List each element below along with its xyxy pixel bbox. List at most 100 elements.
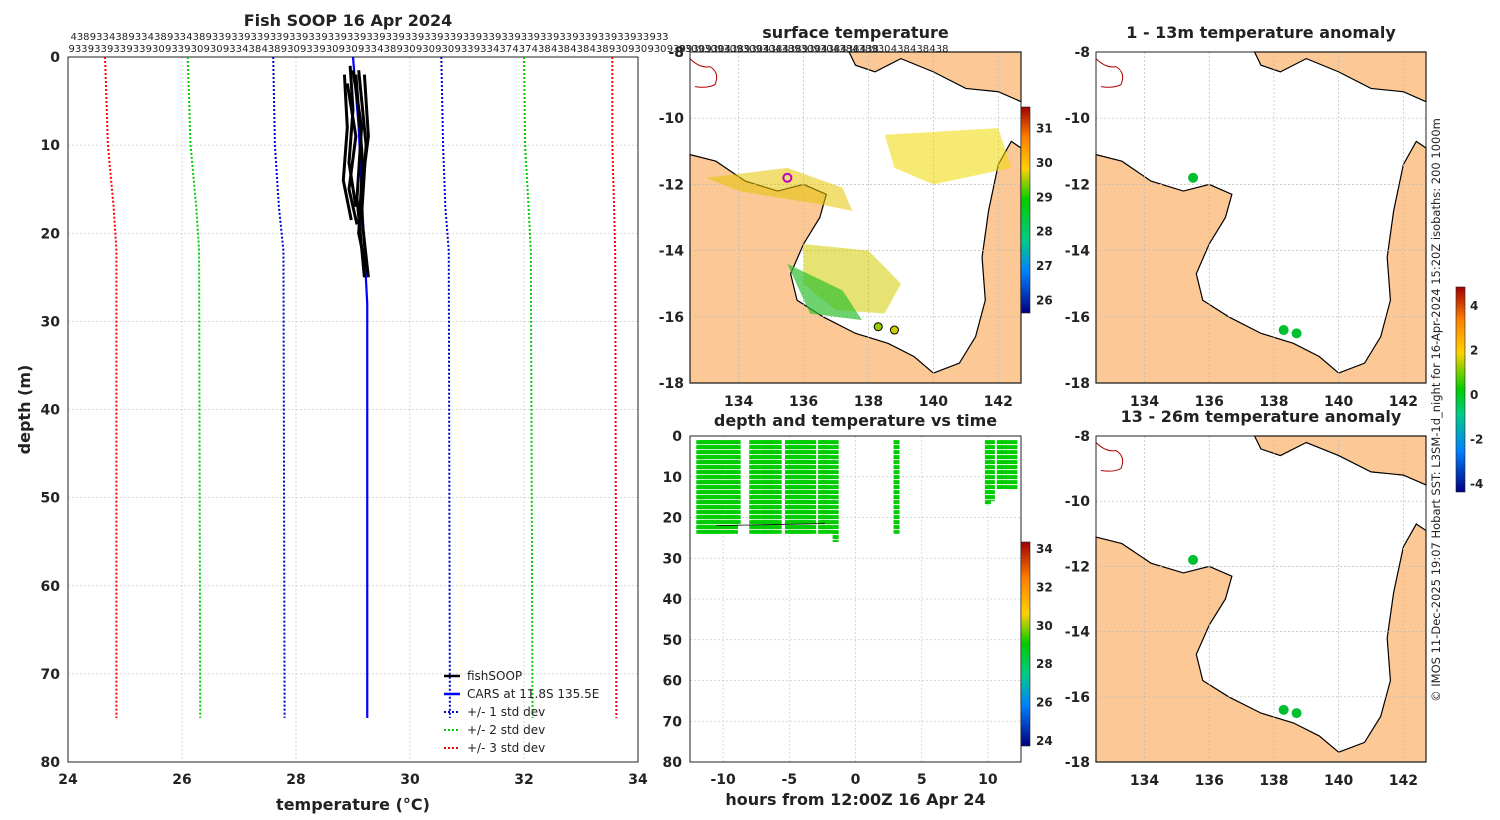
td-ytick-label: 80 xyxy=(663,755,683,771)
td-ytick-label: 50 xyxy=(663,633,683,649)
map-ytick-label: -18 xyxy=(659,376,684,392)
profile-line--2-std xyxy=(523,56,534,718)
profile-top-label: 438 xyxy=(860,44,879,55)
profile-top-label: 438 xyxy=(783,44,802,55)
profile-xtick-label: 34 xyxy=(628,772,648,788)
profile-ytick-label: 40 xyxy=(41,403,61,419)
profile-top-label: 933 xyxy=(263,32,282,43)
map-xtick-label: 140 xyxy=(1324,773,1353,789)
legend-entry: +/- 2 std dev xyxy=(467,723,545,737)
profile-line--1-std xyxy=(272,56,286,718)
profile-top-label: 930 xyxy=(146,44,165,55)
td-xtick-label: 10 xyxy=(978,772,998,788)
map-xtick-label: 142 xyxy=(1389,394,1418,410)
isobath-line xyxy=(1095,58,1124,88)
profile-top-label: 930 xyxy=(435,44,454,55)
profile-top-label: 930 xyxy=(204,44,223,55)
map-ytick-label: -12 xyxy=(1065,559,1090,575)
profile-ytick-label: 60 xyxy=(41,579,61,595)
profile-top-label: 933 xyxy=(474,44,493,55)
sst-top-label: 930 xyxy=(794,44,813,55)
map-xtick-label: 136 xyxy=(789,394,818,410)
profile-top-label: 930 xyxy=(667,44,686,55)
map-ytick-label: -12 xyxy=(659,177,684,193)
sst-colorbar-label: 27 xyxy=(1036,259,1053,273)
map-ytick-label: -8 xyxy=(1074,429,1090,445)
map-axes-frame xyxy=(1095,435,1427,763)
profile-top-label: 933 xyxy=(341,32,360,43)
profile-top-label: 930 xyxy=(281,44,300,55)
td-colorbar-label: 30 xyxy=(1036,619,1053,633)
profile-fishsoop-line xyxy=(347,65,358,208)
profile-fishsoop-line xyxy=(341,74,353,221)
sst-cast-marker xyxy=(782,172,793,183)
credit-text: © IMOS 11-Dec-2025 19:07 Hobart SST: L3S… xyxy=(1429,118,1443,702)
sst-colorbar-label: 29 xyxy=(1036,190,1053,204)
td-ytick-label: 20 xyxy=(663,511,683,527)
profile-line--2-std xyxy=(186,56,202,718)
profile-top-label: 933 xyxy=(126,44,145,55)
map-ytick-label: -10 xyxy=(659,111,685,127)
profile-top-label: 933 xyxy=(321,32,340,43)
sst-top-label: 438 xyxy=(929,44,948,55)
land-mass xyxy=(1095,523,1427,763)
profile-top-label: 933 xyxy=(167,32,186,43)
profile-xlabel: temperature (°C) xyxy=(276,795,430,814)
land-mass xyxy=(1095,140,1427,384)
map-ytick-label: -16 xyxy=(1065,310,1090,326)
td-xtick-label: -5 xyxy=(782,772,798,788)
profile-top-label: 438 xyxy=(242,44,261,55)
td-ytick-label: 30 xyxy=(663,551,683,567)
profile-top-label: 930 xyxy=(319,44,338,55)
anomaly-colorbar xyxy=(1455,286,1466,493)
sst-top-label: 930 xyxy=(698,44,717,55)
sst-top-label: 930 xyxy=(736,44,755,55)
sst-colorbar-label: 30 xyxy=(1036,156,1053,170)
anomaly-colorbar-label: 0 xyxy=(1470,388,1478,402)
profile-top-label: 437 xyxy=(512,44,531,55)
profile-ylabel: depth (m) xyxy=(15,365,34,455)
map-axes-frame xyxy=(1095,51,1427,384)
profile-ytick-label: 80 xyxy=(41,755,61,771)
profile-top-label: 933 xyxy=(302,32,321,43)
profile-top-label: 438 xyxy=(763,44,782,55)
td-ytick-label: 40 xyxy=(663,592,683,608)
sst-patch-warm xyxy=(787,263,862,321)
anomaly-point xyxy=(1291,328,1302,339)
profile-top-label: 933 xyxy=(68,44,87,55)
sst-top-label: 930 xyxy=(871,44,890,55)
td-colorbar xyxy=(1020,541,1031,747)
profile-xtick-label: 28 xyxy=(286,772,305,788)
profile-top-label: 933 xyxy=(90,32,109,43)
profile-fishsoop-line xyxy=(360,74,370,190)
profile-top-label: 930 xyxy=(609,44,628,55)
td-colorbar-label: 28 xyxy=(1036,657,1053,671)
profile-top-label: 930 xyxy=(184,44,203,55)
profile-top-label: 933 xyxy=(456,32,475,43)
profile-top-label: 933 xyxy=(300,44,319,55)
profile-top-label: 438 xyxy=(148,32,167,43)
profile-xtick-label: 26 xyxy=(172,772,191,788)
profile-top-label: 930 xyxy=(686,44,705,55)
td-colorbar-label: 26 xyxy=(1036,696,1053,710)
map-ytick-label: -10 xyxy=(1065,494,1091,510)
td-ytick-label: 60 xyxy=(663,674,683,690)
map-title: surface temperature xyxy=(762,23,949,42)
map-ytick-label: -8 xyxy=(1074,45,1090,61)
profile-top-label: 933 xyxy=(454,44,473,55)
profile-top-label: 933 xyxy=(283,32,302,43)
profile-top-label: 438 xyxy=(590,44,609,55)
map-xtick-label: 136 xyxy=(1195,394,1224,410)
profile-xtick-label: 30 xyxy=(400,772,420,788)
profile-top-label: 438 xyxy=(261,44,280,55)
profile-ytick-label: 20 xyxy=(41,226,61,242)
profile-top-label: 930 xyxy=(744,44,763,55)
map-ytick-label: -16 xyxy=(659,310,684,326)
profile-top-label: 930 xyxy=(705,44,724,55)
map-ytick-label: -18 xyxy=(1065,376,1090,392)
profile-line--3-std xyxy=(104,56,118,718)
anomaly-point xyxy=(1188,172,1199,183)
profile-top-label: 933 xyxy=(360,32,379,43)
profile-top-label: 933 xyxy=(399,32,418,43)
